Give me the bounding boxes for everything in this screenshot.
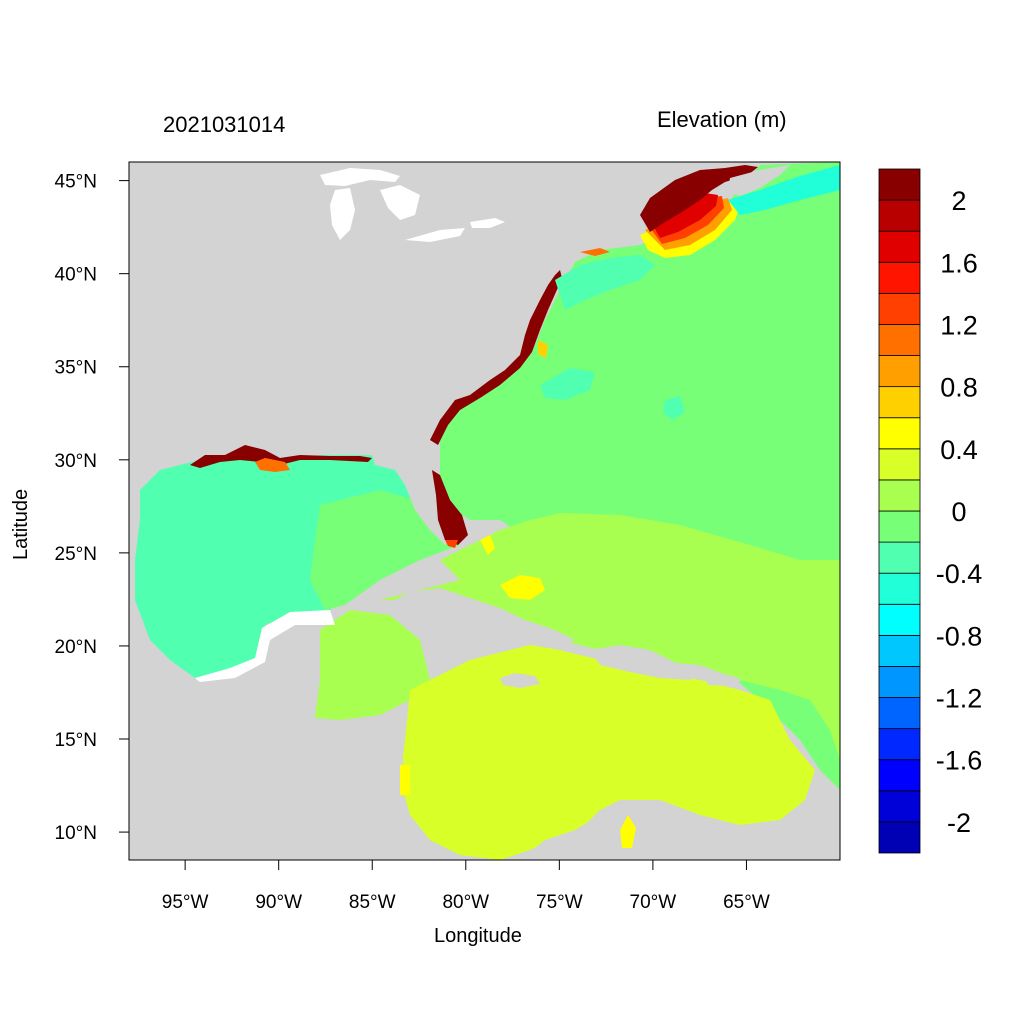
mid-atlantic-shelf [555,255,655,310]
colorbar-swatch [878,603,921,636]
y-tick-label: 35°N [55,358,97,379]
atlantic-eddy-2 [663,396,685,420]
lake-ontario [470,218,505,228]
colorbar-swatch [878,821,921,854]
lake-erie [405,228,465,242]
x-tick-label: 80°W [442,892,489,913]
x-tick-label: 70°W [630,892,677,913]
scotian-shelf [728,165,840,215]
gom-surge-2 [640,165,758,232]
chesapeake-shallow [538,340,548,358]
x-axis-ticks: 95°W 90°W 85°W 80°W 75°W 70°W 65°W [162,860,770,913]
x-tick-label: 90°W [255,892,302,913]
colorbar-swatch [878,572,921,605]
variable-title: Elevation (m) [657,107,787,132]
gom-surge-1.6 [650,193,718,238]
colorbar-swatch [878,728,921,761]
jamaica [500,673,540,688]
y-tick-label: 40°N [55,265,97,286]
colorbar-label: -1.6 [936,746,983,776]
y-tick-label: 15°N [55,730,97,751]
colorbar-label: 0 [951,497,966,527]
east-coast-surge [430,270,562,445]
colorbar-swatch [878,541,921,574]
colorbar-label: -2 [947,808,971,838]
colorbar-swatch [878,417,921,450]
plot-frame [128,161,841,861]
colorbar-label: -1.2 [936,684,983,714]
colorbar-swatch [878,697,921,730]
puerto-rico [705,675,742,686]
y-tick-label: 20°N [55,637,97,658]
caribbean-south [400,645,815,860]
colorbar-swatch [878,261,921,294]
south-america [520,800,840,860]
colorbar-swatch [878,199,921,232]
hispaniola [590,645,700,680]
gulf-stream-eddy [540,368,595,400]
colorbar-swatch [878,790,921,823]
lake-maracaibo [620,815,636,848]
nicaragua-coast [400,765,410,795]
lake-michigan [330,188,355,240]
florida-keys-surge [445,540,458,548]
bahamas-shallow [500,575,545,600]
x-tick-label: 65°W [723,892,770,913]
x-axis-label: Longitude [434,925,522,947]
colorbar-swatch [878,634,921,667]
florida-surge [432,470,468,545]
caribbean-north [340,513,840,760]
colorbar-label: -0.8 [936,621,983,651]
nova-scotia [728,165,790,196]
y-axis-ticks: 45°N 40°N 35°N 30°N 25°N 20°N 15°N 10°N [55,172,129,844]
louisiana-surge [255,458,290,472]
colorbar-swatch [878,168,921,201]
colorbar-swatch [878,230,921,263]
gulf-coast-surge [190,445,372,468]
colorbar-label: 1.2 [940,310,978,340]
cuba [385,588,575,645]
bahamas-shallow-2 [480,535,495,555]
colorbar-swatch [878,510,921,543]
y-tick-label: 45°N [55,172,97,193]
caribbean-west [315,610,430,720]
x-tick-label: 95°W [162,892,209,913]
map-area [129,162,840,860]
colorbar-swatch [878,448,921,481]
long-island-surge [580,248,610,256]
colorbar-label: 0.4 [940,435,978,465]
colorbar-label: 1.6 [940,248,978,278]
central-america [129,715,440,860]
colorbar-swatch [878,386,921,419]
colorbar-swatch [878,479,921,512]
yucatan-shelf [195,610,335,682]
colorbar-label: 2 [951,186,966,216]
x-tick-label: 85°W [349,892,396,913]
lake-superior [320,168,400,186]
colorbar-label: 0.8 [940,373,978,403]
timestamp-title: 2021031014 [163,112,286,137]
colorbar-swatch [878,759,921,792]
y-tick-label: 30°N [55,451,97,472]
colorbar-swatch [878,292,921,325]
x-tick-label: 75°W [536,892,583,913]
colorbar-swatch [878,355,921,388]
colorbar-swatch [878,666,921,698]
colorbar-label: -0.4 [936,559,983,589]
y-axis-label: Latitude [10,488,32,560]
lake-huron [380,185,420,220]
y-tick-label: 25°N [55,544,97,565]
colorbar: 2 1.6 1.2 0.8 0.4 0 -0.4 -0.8 -1.2 -1.6 -2 [878,168,983,854]
y-tick-label: 10°N [55,823,97,844]
colorbar-swatch [878,324,921,356]
